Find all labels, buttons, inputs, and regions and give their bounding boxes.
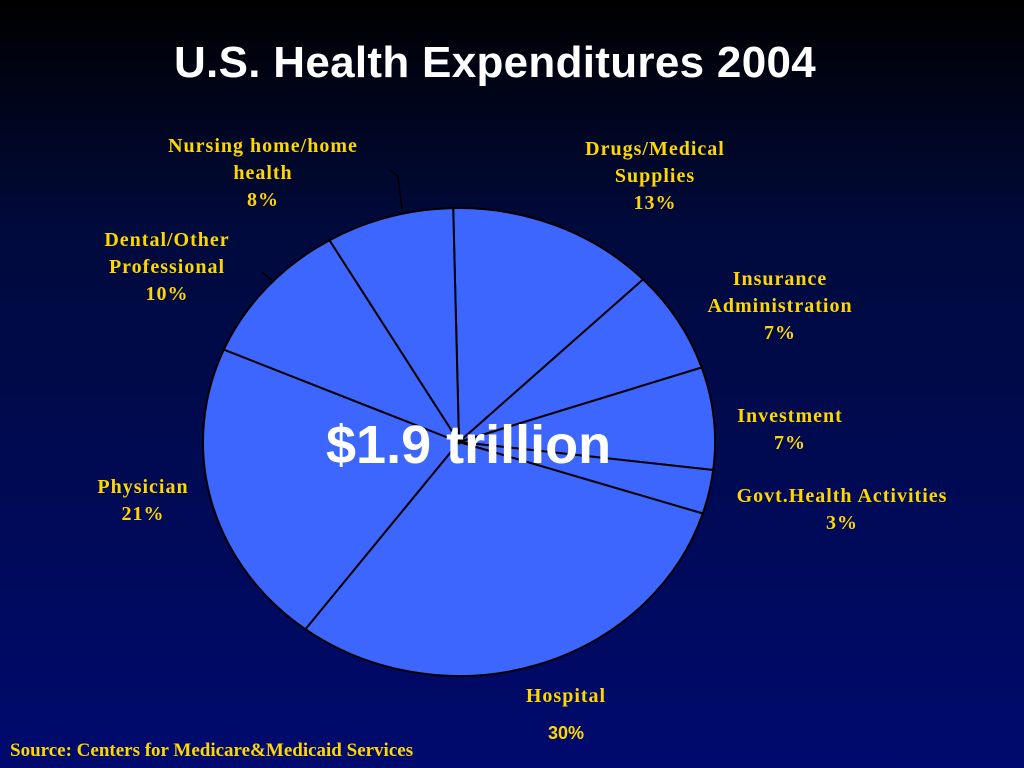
- slice-label-insurance: Insurance Administration 7%: [707, 268, 853, 344]
- slice-label-hospital: Hospital 30%: [525, 685, 607, 743]
- slice-label-drugs: Drugs/Medical Supplies 13%: [585, 138, 725, 214]
- chart-title: U.S. Health Expenditures 2004: [173, 38, 817, 87]
- slice-label-physician: Physician 21%: [97, 476, 189, 525]
- pie-slice-drugs: [452, 207, 645, 445]
- leader-line-dental: [261, 271, 275, 283]
- slice-label-nursing: Nursing home/home health 8%: [168, 135, 358, 211]
- source-note: Source: Centers for Medicare&Medicaid Se…: [10, 740, 414, 761]
- pie-slice-nursing: [328, 207, 461, 446]
- slice-label-dental: Dental/Other Professional 10%: [104, 229, 230, 305]
- pie-slice-hospital: [303, 440, 705, 677]
- slice-label-investment: Investment 7%: [737, 405, 843, 454]
- leader-line-nursing: [389, 169, 403, 211]
- pie-slice-investment: [458, 366, 716, 472]
- pie-slice-physician: [201, 348, 461, 631]
- total-expenditure-label: $1.9 trillion: [326, 415, 612, 475]
- pie-slice-insurance: [458, 278, 704, 443]
- pie-slice-dental: [222, 238, 462, 445]
- slice-label-govt-health: Govt.Health Activities 3%: [736, 485, 948, 534]
